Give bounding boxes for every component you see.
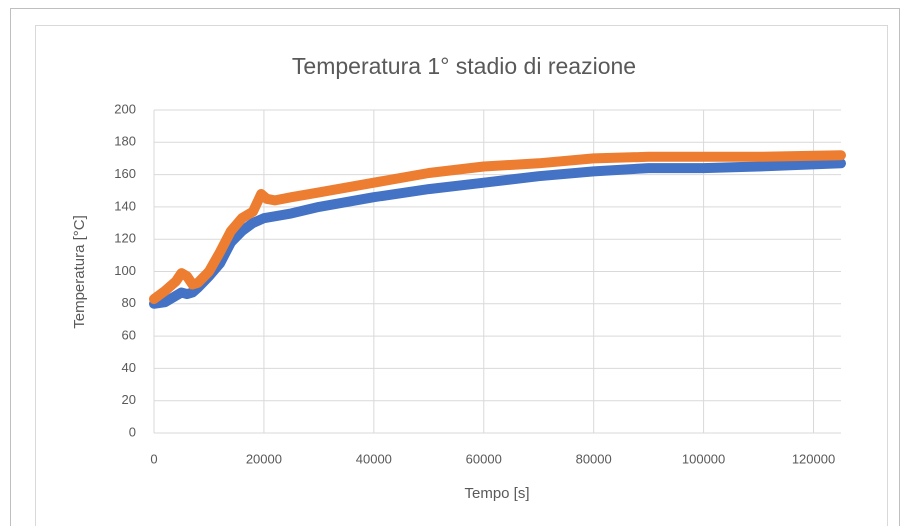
y-tick-label: 20	[122, 392, 136, 407]
x-axis-label: Tempo [s]	[464, 485, 529, 502]
data-series	[149, 150, 846, 304]
y-tick-label: 200	[114, 101, 136, 116]
y-tick-label: 40	[122, 360, 136, 375]
y-tick-label: 60	[122, 328, 136, 343]
y-tick-label: 140	[114, 198, 136, 213]
y-axis-label: Temperatura [°C]	[71, 215, 88, 329]
x-tick-label: 60000	[466, 451, 502, 466]
chart-area	[35, 25, 888, 526]
x-tick-label: 120000	[792, 451, 835, 466]
x-tick-label: 80000	[576, 451, 612, 466]
y-tick-label: 100	[114, 263, 136, 278]
frame	[10, 8, 900, 526]
y-tick-label: 160	[114, 166, 136, 181]
data-series	[149, 158, 846, 309]
y-tick-label: 0	[129, 424, 136, 439]
chart-title: Temperatura 1° stadio di reazione	[292, 53, 636, 79]
x-tick-label: 100000	[682, 451, 725, 466]
y-tick-label: 80	[122, 295, 136, 310]
y-tick-label: 120	[114, 231, 136, 246]
y-tick-label: 180	[114, 134, 136, 149]
x-tick-label: 40000	[356, 451, 392, 466]
x-tick-label: 20000	[246, 451, 282, 466]
x-tick-label: 0	[150, 451, 157, 466]
